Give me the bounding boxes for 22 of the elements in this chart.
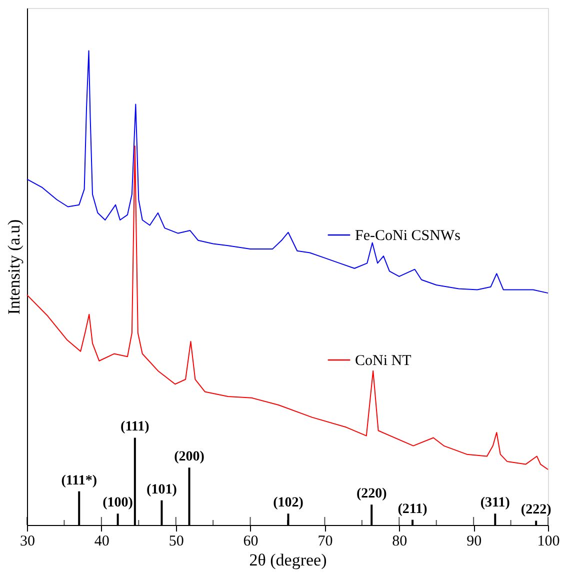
x-tick-label: 50 (168, 534, 184, 550)
y-axis-title: Intensity (a.u) (4, 219, 24, 315)
annotation: (111*) (61, 473, 98, 488)
x-tick-label: 40 (94, 534, 110, 550)
legend-label: CoNi NT (355, 353, 412, 369)
annotation: (102) (273, 496, 304, 511)
annotation: (200) (174, 450, 205, 465)
annotation: (111) (120, 420, 150, 435)
x-tick-label: 70 (318, 534, 333, 550)
annotation: (100) (102, 496, 134, 511)
x-axis-title: 2θ (degree) (249, 550, 327, 570)
x-tick-label: 100 (537, 534, 560, 550)
annotation: (211) (398, 502, 428, 517)
annotation: (220) (356, 486, 388, 502)
x-tick-label: 60 (243, 534, 258, 550)
annotation: (222) (520, 502, 552, 518)
x-tick-label: 90 (466, 534, 482, 550)
annotation: (101) (146, 482, 178, 498)
x-tick-label: 30 (20, 534, 35, 550)
legend-label: Fe-CoNi CSNWs (355, 228, 461, 244)
x-tick-label: 80 (392, 534, 408, 550)
annotation: (311) (480, 496, 510, 511)
